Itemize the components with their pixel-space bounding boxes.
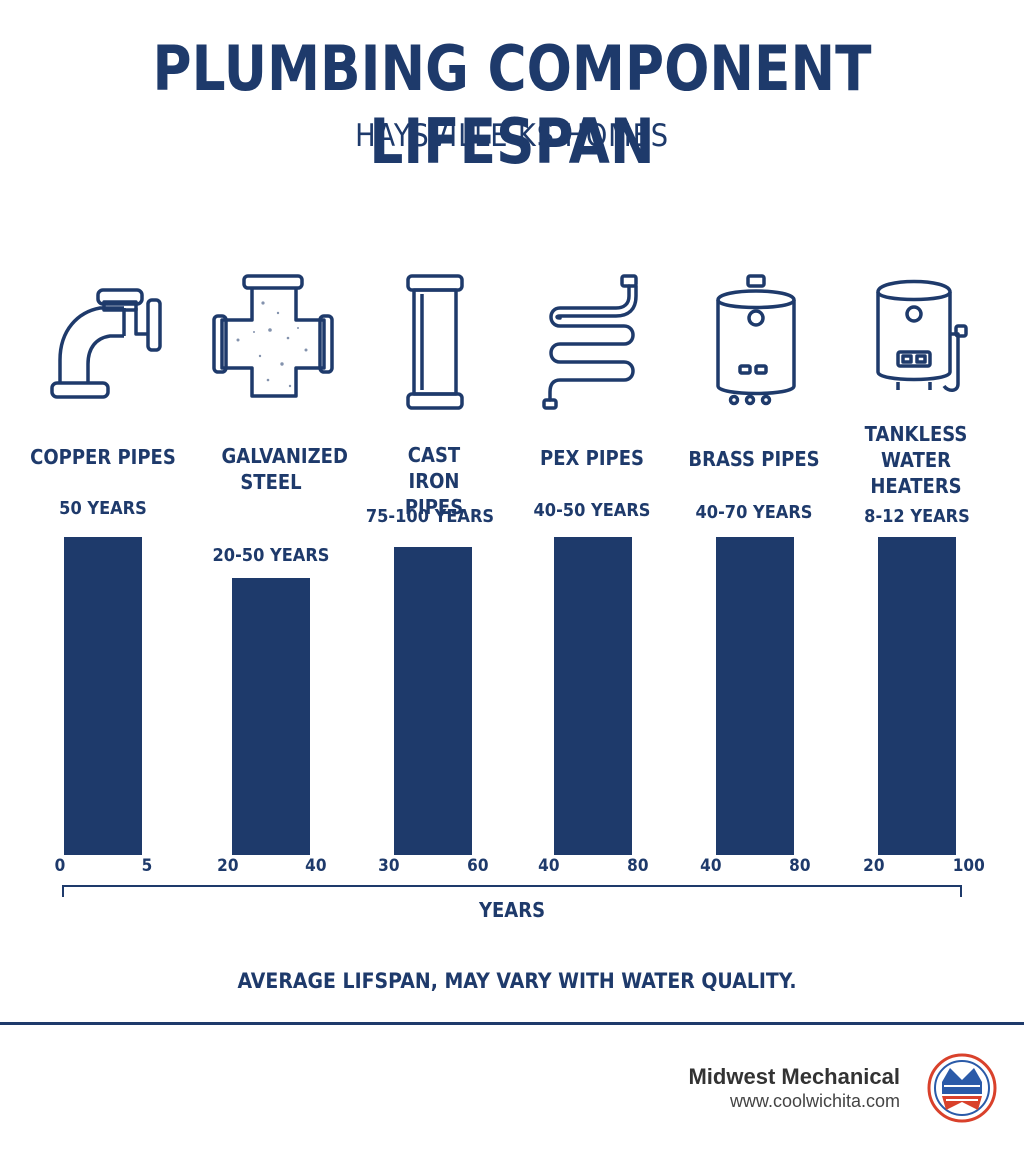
footer-divider	[0, 1022, 1024, 1025]
tick-label: 40	[538, 856, 560, 876]
tick-label: 30	[378, 856, 400, 876]
tick-label: 40	[305, 856, 327, 876]
bar-tankless	[878, 537, 956, 855]
category-label-tankless: TANKLESS WATER HEATERS	[826, 421, 1006, 499]
footnote: AVERAGE LIFSPAN, MAY VARY WITH WATER QUA…	[237, 969, 797, 993]
category-label-tankless-text: TANKLESS WATER HEATERS	[864, 422, 968, 498]
bar-cast-iron	[394, 547, 472, 855]
tick-label: 20	[217, 856, 239, 876]
category-label-galvanized-text: GALVANIZED STEEL	[221, 444, 348, 494]
x-axis-line	[62, 885, 962, 887]
category-label-copper: COPPER PIPES	[30, 445, 176, 469]
x-axis-label: YEARS	[478, 898, 546, 922]
galvanized-cross-fitting-icon	[208, 268, 338, 418]
x-axis-cap-right	[960, 885, 962, 897]
value-label-tankless: 8-12 YEARS	[864, 506, 970, 527]
brass-water-tank-icon	[692, 268, 822, 418]
tick-label: 100	[952, 856, 985, 876]
copper-elbow-pipe-icon	[38, 268, 168, 418]
tick-label: 60	[467, 856, 489, 876]
tick-label: 20	[863, 856, 885, 876]
tick-label: 40	[700, 856, 722, 876]
chart-title: PLUMBING COMPONENT LIFESPAN	[152, 32, 872, 178]
tick-label: 80	[627, 856, 649, 876]
bar-galvanized	[232, 578, 310, 855]
tick-label: 5	[141, 856, 153, 876]
pex-coiled-pipe-icon	[530, 268, 660, 418]
value-label-pex: 40-50 YEARS	[533, 500, 651, 521]
category-label-brass: BRASS PIPES	[688, 447, 820, 471]
brand-name: Midwest Mechanical	[688, 1064, 900, 1089]
value-label-galvanized: 20-50 YEARS	[212, 545, 330, 566]
tick-label: 0	[54, 856, 66, 876]
bar-copper	[64, 537, 142, 855]
value-label-brass: 40-70 YEARS	[695, 502, 813, 523]
value-label-copper: 50 YEARS	[59, 498, 147, 519]
x-axis-cap-left	[62, 885, 64, 897]
category-label-cast-iron: CAST IRON PIPES	[358, 442, 511, 520]
tankless-water-heater-icon	[858, 268, 988, 418]
value-label-cast-iron: 75-100 YEARS	[365, 506, 495, 527]
chart-subtitle: HAYSVILLE KS HOMES	[355, 118, 669, 154]
bar-pex	[554, 537, 632, 855]
tick-label: 80	[789, 856, 811, 876]
company-logo-icon[interactable]	[926, 1052, 998, 1124]
category-label-galvanized: GALVANIZED STEEL	[195, 443, 348, 495]
category-label-cast-iron-text: CAST IRON PIPES	[404, 443, 464, 519]
bar-brass	[716, 537, 794, 855]
category-label-pex: PEX PIPES	[540, 446, 644, 470]
cast-iron-straight-pipe-icon	[370, 268, 500, 418]
brand-url: www.coolwichita.com	[729, 1091, 900, 1111]
